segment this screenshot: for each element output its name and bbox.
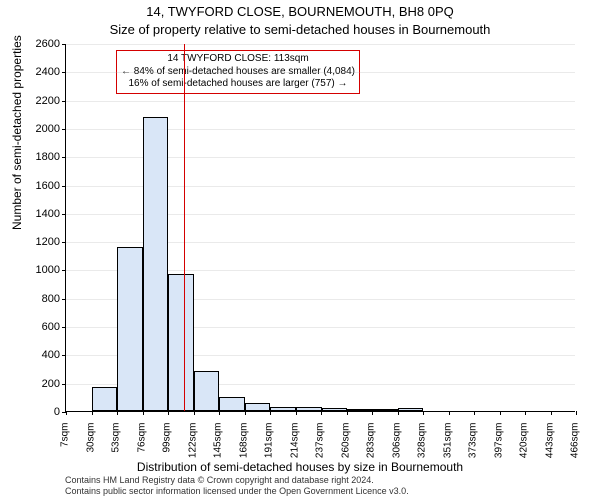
y-tick-label: 1200 <box>25 236 60 248</box>
y-tick <box>62 186 66 187</box>
annotation-line1: 14 TWYFORD CLOSE: 113sqm <box>121 53 355 66</box>
x-tick-label: 168sqm <box>238 423 249 463</box>
footer-line2: Contains public sector information licen… <box>65 486 409 497</box>
y-tick-label: 1400 <box>25 208 60 220</box>
histogram-bar <box>398 408 422 411</box>
y-tick <box>62 101 66 102</box>
y-tick <box>62 72 66 73</box>
y-tick <box>62 384 66 385</box>
x-tick <box>194 411 195 415</box>
marker-line <box>184 44 186 411</box>
histogram-bar <box>168 274 194 411</box>
x-tick-label: 260sqm <box>340 423 351 463</box>
x-tick-label: 53sqm <box>111 423 122 463</box>
y-tick <box>62 327 66 328</box>
y-tick-label: 1800 <box>25 151 60 163</box>
x-tick <box>66 411 67 415</box>
x-tick <box>168 411 169 415</box>
y-tick-label: 2200 <box>25 95 60 107</box>
x-tick <box>500 411 501 415</box>
annotation-line3: 16% of semi-detached houses are larger (… <box>121 78 355 91</box>
histogram-bar <box>270 407 296 411</box>
y-tick <box>62 157 66 158</box>
y-tick <box>62 44 66 45</box>
x-tick-label: 237sqm <box>315 423 326 463</box>
gridline <box>66 44 575 45</box>
x-tick <box>398 411 399 415</box>
y-tick-label: 2000 <box>25 123 60 135</box>
x-tick-label: 214sqm <box>289 423 300 463</box>
x-tick-label: 99sqm <box>162 423 173 463</box>
x-tick-label: 191sqm <box>264 423 275 463</box>
x-tick <box>296 411 297 415</box>
histogram-bar <box>373 409 399 411</box>
x-tick-label: 7sqm <box>60 423 71 463</box>
histogram-bar <box>143 117 169 411</box>
plot-area: 14 TWYFORD CLOSE: 113sqm ← 84% of semi-d… <box>65 44 575 412</box>
y-tick-label: 0 <box>25 406 60 418</box>
y-tick <box>62 129 66 130</box>
y-tick-label: 200 <box>25 378 60 390</box>
x-tick-label: 420sqm <box>519 423 530 463</box>
chart-container: 14, TWYFORD CLOSE, BOURNEMOUTH, BH8 0PQ … <box>0 0 600 500</box>
chart-subtitle: Size of property relative to semi-detach… <box>0 22 600 37</box>
histogram-bar <box>194 371 220 411</box>
x-tick <box>423 411 424 415</box>
x-tick-label: 373sqm <box>468 423 479 463</box>
y-tick-label: 2600 <box>25 38 60 50</box>
y-tick-label: 1600 <box>25 180 60 192</box>
x-tick <box>245 411 246 415</box>
x-tick <box>551 411 552 415</box>
x-tick-label: 30sqm <box>85 423 96 463</box>
y-tick <box>62 214 66 215</box>
x-tick <box>92 411 93 415</box>
x-tick <box>219 411 220 415</box>
x-tick-label: 443sqm <box>544 423 555 463</box>
x-tick-label: 397sqm <box>493 423 504 463</box>
y-tick <box>62 355 66 356</box>
histogram-bar <box>219 397 245 411</box>
gridline <box>66 72 575 73</box>
y-tick-label: 600 <box>25 321 60 333</box>
x-tick <box>449 411 450 415</box>
x-tick-label: 466sqm <box>570 423 581 463</box>
x-tick <box>270 411 271 415</box>
x-tick-label: 328sqm <box>417 423 428 463</box>
y-tick-label: 400 <box>25 349 60 361</box>
histogram-bar <box>296 407 322 411</box>
x-tick-label: 351sqm <box>442 423 453 463</box>
x-tick-label: 76sqm <box>136 423 147 463</box>
x-tick <box>143 411 144 415</box>
x-tick <box>347 411 348 415</box>
x-tick <box>525 411 526 415</box>
y-tick <box>62 299 66 300</box>
x-tick <box>474 411 475 415</box>
y-tick-label: 2400 <box>25 66 60 78</box>
footer: Contains HM Land Registry data © Crown c… <box>65 475 409 497</box>
x-tick-label: 145sqm <box>213 423 224 463</box>
y-tick-label: 800 <box>25 293 60 305</box>
footer-line1: Contains HM Land Registry data © Crown c… <box>65 475 409 486</box>
histogram-bar <box>245 403 271 411</box>
x-tick-label: 122sqm <box>187 423 198 463</box>
x-tick <box>576 411 577 415</box>
x-axis-label: Distribution of semi-detached houses by … <box>0 460 600 474</box>
chart-title: 14, TWYFORD CLOSE, BOURNEMOUTH, BH8 0PQ <box>0 4 600 19</box>
histogram-bar <box>322 408 348 411</box>
x-tick-label: 283sqm <box>366 423 377 463</box>
y-tick <box>62 270 66 271</box>
histogram-bar <box>347 409 373 411</box>
histogram-bar <box>92 387 118 411</box>
y-axis-label: Number of semi-detached properties <box>10 0 24 133</box>
x-tick <box>117 411 118 415</box>
gridline <box>66 101 575 102</box>
y-tick-label: 1000 <box>25 264 60 276</box>
y-tick <box>62 242 66 243</box>
x-tick-label: 306sqm <box>391 423 402 463</box>
histogram-bar <box>117 247 143 411</box>
x-tick <box>372 411 373 415</box>
x-tick <box>321 411 322 415</box>
